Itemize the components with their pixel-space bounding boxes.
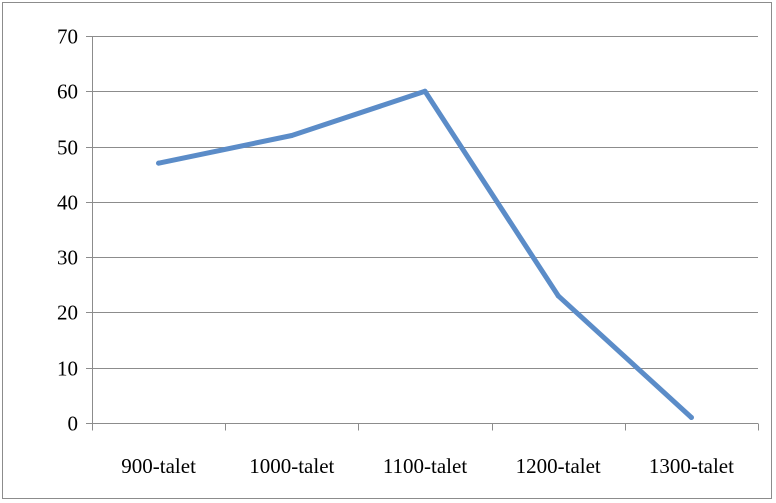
y-tick-label-70: 70	[57, 25, 78, 49]
data-point-0-0	[156, 160, 162, 166]
y-tick-label-30: 30	[57, 246, 78, 270]
x-tick-label-0: 900-talet	[121, 454, 196, 478]
y-tick-label-20: 20	[57, 301, 78, 325]
data-point-0-2	[422, 88, 428, 94]
y-tick-label-40: 40	[57, 191, 78, 215]
y-tick-label-50: 50	[57, 136, 78, 160]
x-tick-labels: 900-talet 1000-talet 1100-talet 1200-talet 1…	[121, 454, 734, 478]
x-tick-label-2: 1100-talet	[383, 454, 468, 478]
y-tick-label-0: 0	[68, 412, 79, 436]
data-point-0-4	[688, 414, 694, 420]
data-point-0-3	[555, 293, 561, 299]
y-tick-label-60: 60	[57, 80, 78, 104]
y-tick-labels: 0 10 20 30 40 50 60 70	[57, 25, 78, 436]
data-point-0-1	[289, 133, 295, 139]
axes	[86, 36, 759, 431]
x-tick-label-3: 1200-talet	[516, 454, 601, 478]
y-tick-label-10: 10	[57, 357, 78, 381]
gridlines	[92, 36, 758, 369]
x-tick-label-4: 1300-talet	[649, 454, 734, 478]
series-layer	[156, 88, 694, 420]
x-tick-label-1: 1000-talet	[249, 454, 334, 478]
